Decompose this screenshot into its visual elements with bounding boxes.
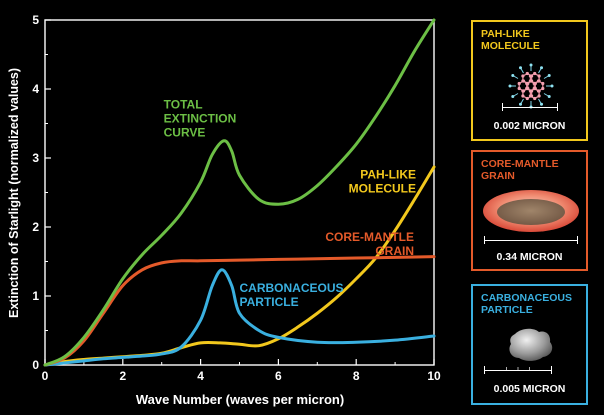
y-axis-label: Extinction of Starlight (normalized valu… (7, 68, 21, 318)
series-annotation: TOTAL EXTINCTION CURVE (164, 97, 237, 139)
scale-bar (484, 236, 578, 244)
series-line-1 (43, 255, 436, 367)
core-mantle-grain-icon (483, 190, 579, 232)
annotation-line: CORE-MANTLE (325, 230, 414, 244)
panel-title: PAH-LIKE MOLECULE (481, 28, 540, 52)
x-tick-label: 4 (197, 369, 204, 383)
chart-annotations: TOTAL EXTINCTION CURVE PAH-LIKE MOLECULE CORE… (164, 97, 416, 309)
x-tick-label: 6 (275, 369, 282, 383)
carbonaceous-particle-panel: CARBONACEOUS PARTICLE 0.005 MICRON (471, 284, 588, 405)
carbonaceous-particle-icon (509, 328, 553, 361)
x-tick-label: 0 (42, 369, 49, 383)
series-line-3 (43, 165, 436, 367)
y-tick-label: 2 (32, 220, 39, 234)
series-annotation: CORE-MANTLE GRAIN (325, 230, 414, 258)
annotation-line: CURVE (164, 125, 206, 139)
series-line-0 (43, 18, 436, 367)
extinction-chart: 0 2 4 6 8 10 0 1 2 3 4 5 TOTAL EXTINCTION CURVE PAH-LI… (7, 13, 441, 407)
annotation-line: PARTICLE (240, 295, 299, 309)
chart-axes: 0 2 4 6 8 10 0 1 2 3 4 5 (32, 13, 441, 383)
annotation-line: TOTAL (164, 97, 203, 111)
annotation-line: CARBONACEOUS (240, 281, 344, 295)
series-annotation: CARBONACEOUS PARTICLE (240, 281, 344, 309)
x-tick-label: 10 (427, 369, 441, 383)
x-tick-label: 2 (119, 369, 126, 383)
annotation-line: PAH-LIKE (360, 168, 416, 182)
scale-label: 0.002 MICRON (493, 120, 566, 132)
series-annotation: PAH-LIKE MOLECULE (349, 168, 416, 196)
x-axis-label: Wave Number (waves per micron) (136, 392, 344, 407)
scale-bar (502, 103, 558, 111)
y-tick-label: 3 (32, 151, 39, 165)
panel-title: CARBONACEOUS PARTICLE (481, 292, 573, 316)
annotation-line: MOLECULE (349, 182, 416, 196)
pah-molecule-panel: PAH-LIKE MOLECULE 0.002 MICRON (471, 20, 588, 141)
annotation-line: EXTINCTION (164, 111, 237, 125)
chart-series (43, 18, 436, 367)
y-tick-label: 4 (32, 82, 39, 96)
annotation-line: GRAIN (375, 244, 414, 258)
panel-title: CORE-MANTLE GRAIN (481, 158, 559, 182)
y-tick-label: 1 (32, 289, 39, 303)
scale-bar (484, 366, 552, 374)
scale-label: 0.34 MICRON (496, 251, 563, 263)
y-tick-label: 5 (32, 13, 39, 27)
pah-molecule-icon (508, 63, 554, 109)
y-tick-label: 0 (32, 358, 39, 372)
core-mantle-grain-panel: CORE-MANTLE GRAIN 0.34 MICRON (471, 150, 588, 271)
series-line-2 (43, 268, 436, 367)
scale-label: 0.005 MICRON (493, 383, 566, 395)
x-tick-label: 8 (353, 369, 360, 383)
